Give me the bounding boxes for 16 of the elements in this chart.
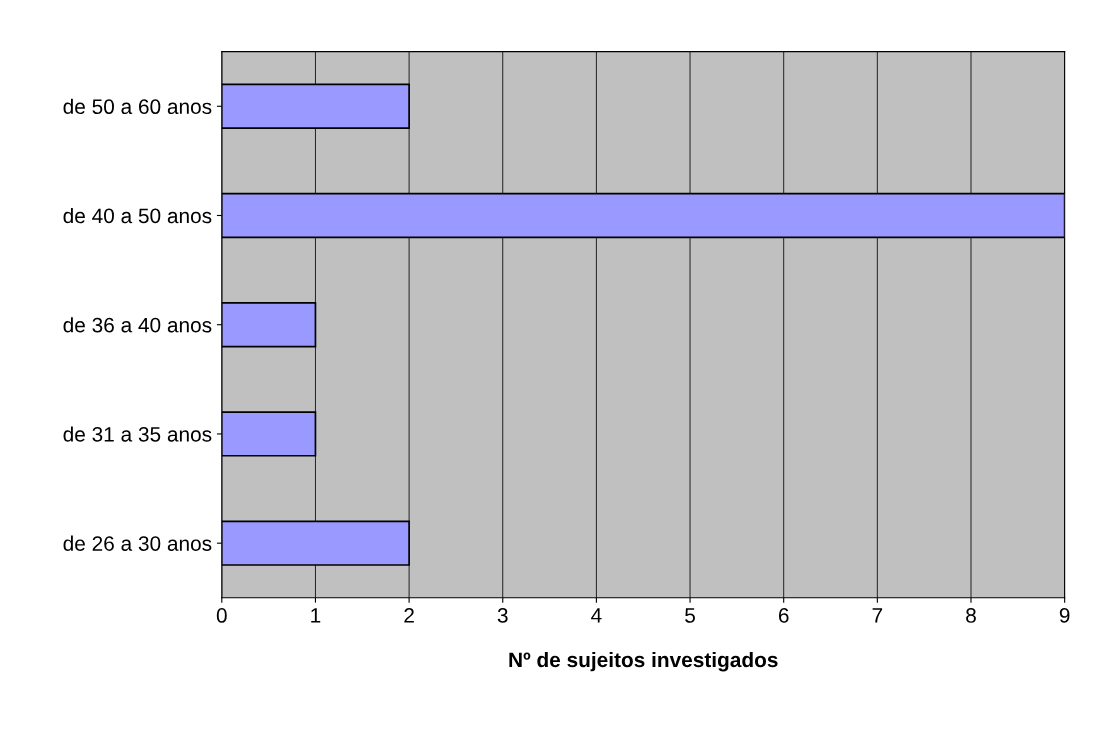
y-tick-label: de 40 a 50 anos <box>63 207 212 224</box>
x-tick-label: 0 <box>216 608 227 623</box>
y-tick-label: de 50 a 60 anos <box>63 98 212 115</box>
x-tick-label: 3 <box>497 608 508 623</box>
y-tick-label: de 31 a 35 anos <box>63 426 212 442</box>
x-tick-label: 8 <box>966 608 976 623</box>
x-tick-label: 4 <box>591 608 602 623</box>
y-tick-label: de 26 a 30 anos <box>63 535 212 551</box>
x-tick-label: 2 <box>404 608 414 623</box>
x-tick-label: 6 <box>778 608 789 623</box>
x-tick-label: 7 <box>872 608 883 623</box>
x-axis-title: Nº de sujeitos investigados <box>509 651 778 672</box>
y-tick-label: de 36 a 40 anos <box>63 317 212 333</box>
x-tick-label: 1 <box>311 608 321 623</box>
x-tick-label: 9 <box>1059 608 1070 623</box>
x-tick-label: 5 <box>685 608 695 623</box>
